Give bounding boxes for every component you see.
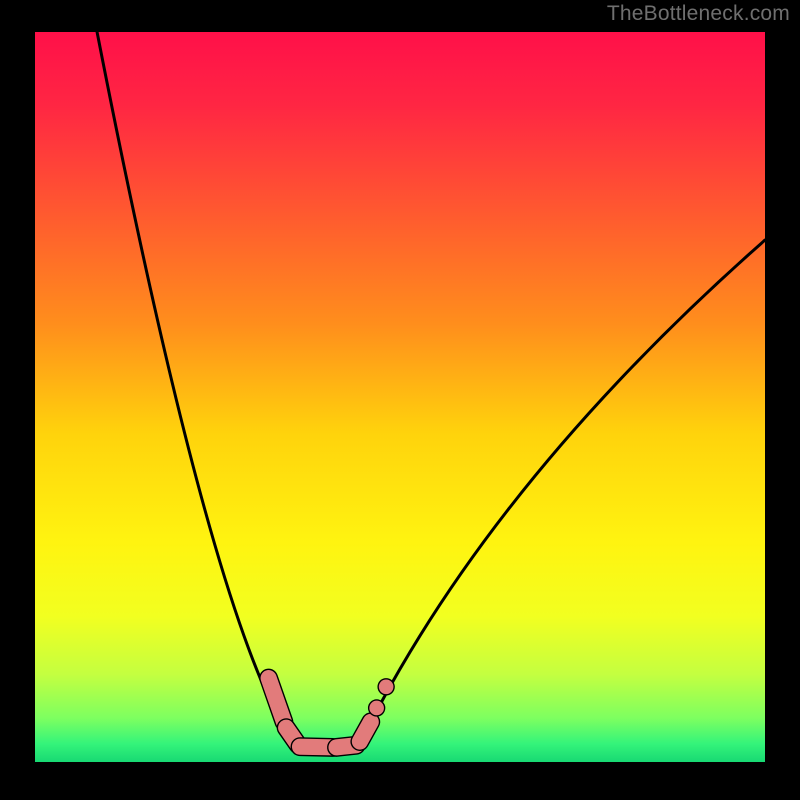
marker-dot-0 [369,701,384,716]
chart-root: TheBottleneck.com [0,0,800,800]
marker-pill-4 [360,722,371,742]
plot-area [35,32,765,762]
watermark-text: TheBottleneck.com [607,2,790,26]
plot-svg [35,32,765,762]
marker-dot-1 [379,680,394,695]
gradient-background [35,32,765,762]
